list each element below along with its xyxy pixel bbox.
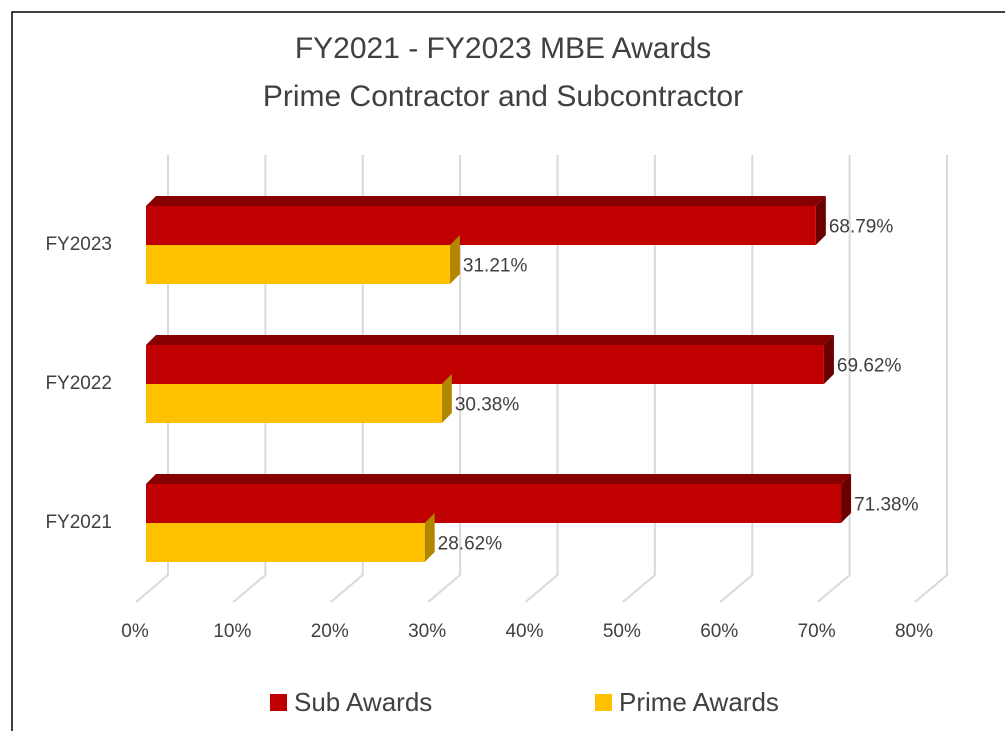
bar-side xyxy=(815,196,826,245)
x-tick-label: 10% xyxy=(213,621,251,642)
x-tick-label: 20% xyxy=(311,621,349,642)
bar xyxy=(146,196,826,245)
y-tick-label: FY2022 xyxy=(45,373,112,394)
bar-front xyxy=(146,484,842,523)
legend-label: Prime Awards xyxy=(619,687,779,717)
bar xyxy=(146,474,852,523)
x-tick-label: 60% xyxy=(700,621,738,642)
bar-front xyxy=(146,384,442,423)
bar-top xyxy=(146,196,826,206)
bar-top xyxy=(146,335,834,345)
bar-side xyxy=(841,474,852,523)
x-tick-label: 0% xyxy=(121,621,149,642)
bar-side xyxy=(449,235,460,284)
bar xyxy=(146,235,460,284)
data-label: 30.38% xyxy=(455,395,520,416)
bar-side xyxy=(424,513,435,562)
grid-line xyxy=(524,155,559,603)
data-label: 69.62% xyxy=(837,356,902,377)
data-label: 28.62% xyxy=(438,534,503,555)
grid-line xyxy=(135,155,169,603)
grid-line xyxy=(232,155,267,603)
bar xyxy=(146,374,452,423)
bar xyxy=(146,335,834,384)
bar-front xyxy=(146,523,425,562)
grid-line xyxy=(622,155,656,603)
grid-line xyxy=(427,155,462,603)
x-tick-label: 30% xyxy=(408,621,446,642)
data-label: 31.21% xyxy=(463,256,528,277)
legend-swatch xyxy=(595,694,612,711)
grid-line xyxy=(330,155,364,603)
bar xyxy=(146,513,435,562)
data-label: 71.38% xyxy=(854,495,919,516)
bar-side xyxy=(441,374,452,423)
grid-line xyxy=(719,155,754,603)
y-tick-label: FY2023 xyxy=(45,234,112,255)
y-tick-label: FY2021 xyxy=(45,512,112,533)
bar-front xyxy=(146,345,824,384)
chart-title: FY2021 - FY2023 MBE Awards xyxy=(295,32,711,65)
legend-swatch xyxy=(270,694,287,711)
bar-top xyxy=(146,474,852,484)
grid-line xyxy=(816,155,851,603)
legend-label: Sub Awards xyxy=(294,687,432,717)
grid-line xyxy=(914,155,948,603)
x-tick-label: 80% xyxy=(895,621,933,642)
data-label: 68.79% xyxy=(829,217,894,238)
x-tick-label: 70% xyxy=(798,621,836,642)
bar-side xyxy=(823,335,834,384)
x-tick-label: 40% xyxy=(505,621,543,642)
x-tick-label: 50% xyxy=(603,621,641,642)
chart-subtitle: Prime Contractor and Subcontractor xyxy=(263,80,743,113)
bar-front xyxy=(146,206,816,245)
bar-front xyxy=(146,245,450,284)
